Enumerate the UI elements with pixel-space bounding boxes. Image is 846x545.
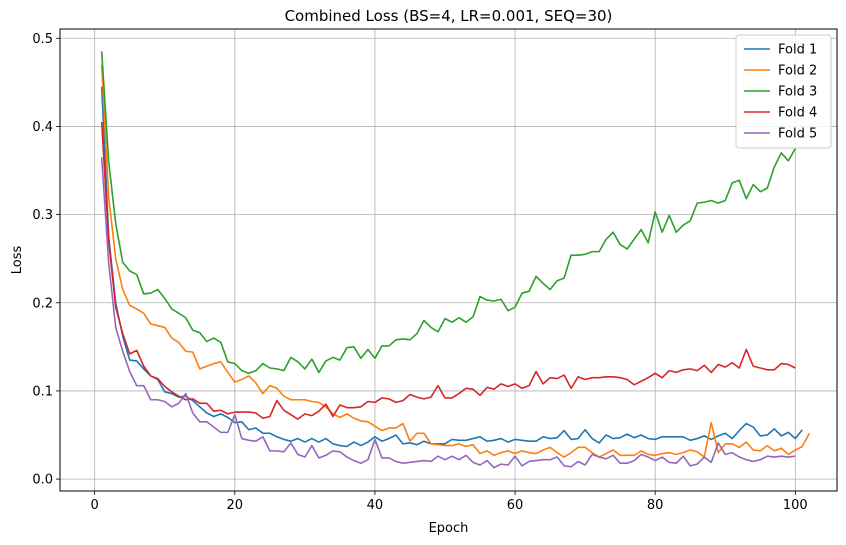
x-tick-label: 100: [783, 498, 808, 513]
legend-box: [735, 34, 832, 149]
x-axis-label: Epoch: [429, 521, 469, 536]
y-tick-label: 0.3: [32, 208, 53, 223]
x-tick-label: 60: [507, 498, 524, 513]
y-tick-label: 0.1: [32, 384, 53, 399]
legend-entry-label: Fold 5: [778, 127, 817, 142]
axes-frame: [59, 28, 838, 492]
plot-lines: [100, 51, 811, 469]
y-tick-label: 0.4: [32, 120, 53, 135]
chart-title: Combined Loss (BS=4, LR=0.001, SEQ=30): [285, 7, 613, 25]
y-tick-label: 0.5: [32, 32, 53, 47]
series-line-fold-4: [100, 121, 796, 420]
series-line-fold-2: [100, 64, 811, 458]
legend-entry-label: Fold 3: [778, 85, 817, 100]
legend: Fold 1 Fold 2 Fold 3 Fold 4 Fold 5: [735, 34, 832, 149]
y-axis-ticks: 0.0 0.1 0.2 0.3 0.4 0.5: [32, 32, 60, 488]
y-tick-label: 0.2: [32, 296, 53, 311]
x-tick-label: 20: [227, 498, 244, 513]
x-axis-ticks: 0 20 40 60 80 100: [91, 491, 808, 513]
series-line-fold-1: [100, 86, 803, 448]
y-tick-label: 0.0: [32, 473, 53, 488]
x-tick-label: 40: [367, 498, 384, 513]
legend-entry-label: Fold 2: [778, 64, 817, 79]
x-tick-label: 0: [91, 498, 99, 513]
series-line-fold-5: [100, 157, 796, 469]
legend-entry-label: Fold 1: [778, 43, 817, 58]
legend-entry-label: Fold 4: [778, 106, 817, 121]
y-axis-label: Loss: [10, 246, 25, 275]
series-line-fold-3: [100, 51, 797, 375]
x-tick-label: 80: [647, 498, 664, 513]
